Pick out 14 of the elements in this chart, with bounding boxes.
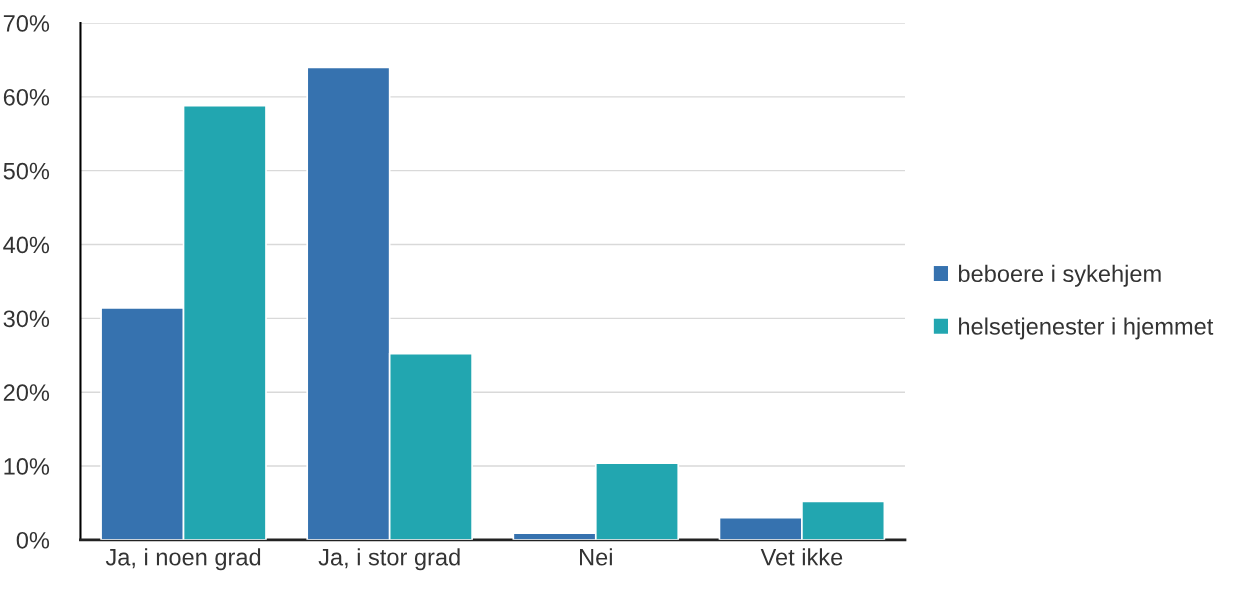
legend-label: beboere i sykehjem: [958, 264, 1161, 287]
x-tick-label: Ja, i noen grad: [105, 548, 261, 571]
y-tick-label: 40%: [3, 236, 50, 254]
legend-label: helsetjenester i hjemmet: [959, 317, 1214, 340]
y-tick-label: 10%: [4, 458, 50, 475]
x-tick-label: Nei: [580, 548, 612, 566]
y-tick-label: 70%: [3, 15, 50, 32]
x-tick-label: Vet ikke: [760, 548, 843, 566]
y-tick-label: 50%: [3, 162, 50, 180]
y-tick-label: 30%: [3, 310, 50, 328]
y-tick-label: 20%: [3, 384, 50, 401]
y-tick-label: 60%: [3, 88, 50, 106]
x-tick-label: Ja, i stor grad: [318, 548, 460, 571]
y-tick-label: 0%: [16, 531, 50, 549]
